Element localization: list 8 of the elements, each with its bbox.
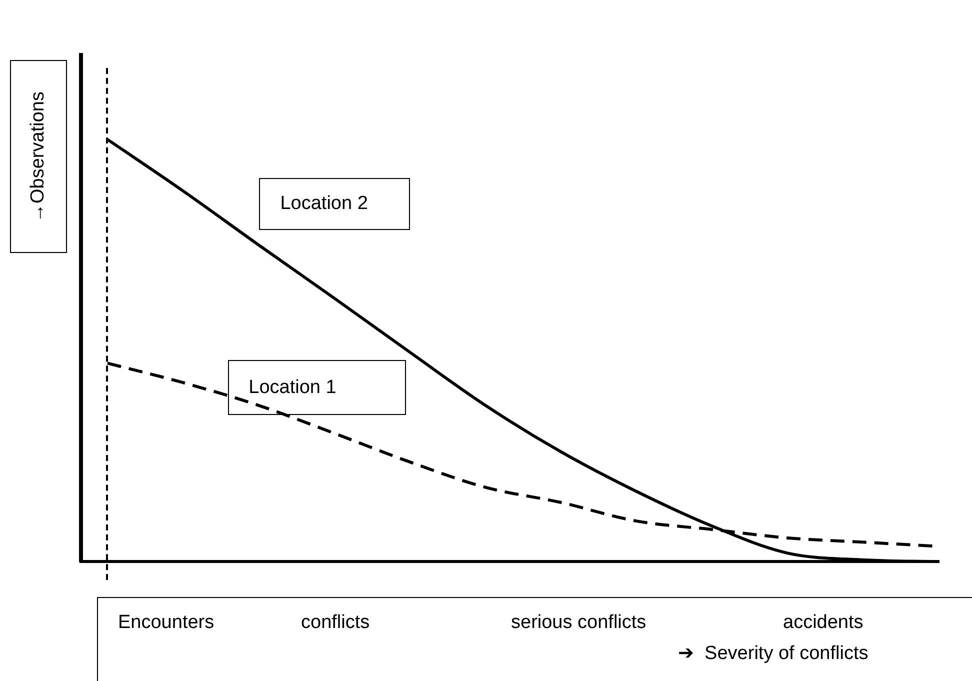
label-box: Location 1 — [228, 360, 406, 416]
text: accidents — [783, 612, 864, 634]
text: serious conflicts — [511, 612, 646, 634]
text: conflicts — [301, 612, 370, 634]
text: Encounters — [118, 612, 214, 634]
y-axis-title: →Observations — [28, 91, 50, 222]
x-axis-title: ➔ Severity of conflicts — [678, 642, 868, 665]
label-box: Location 2 — [259, 178, 410, 230]
